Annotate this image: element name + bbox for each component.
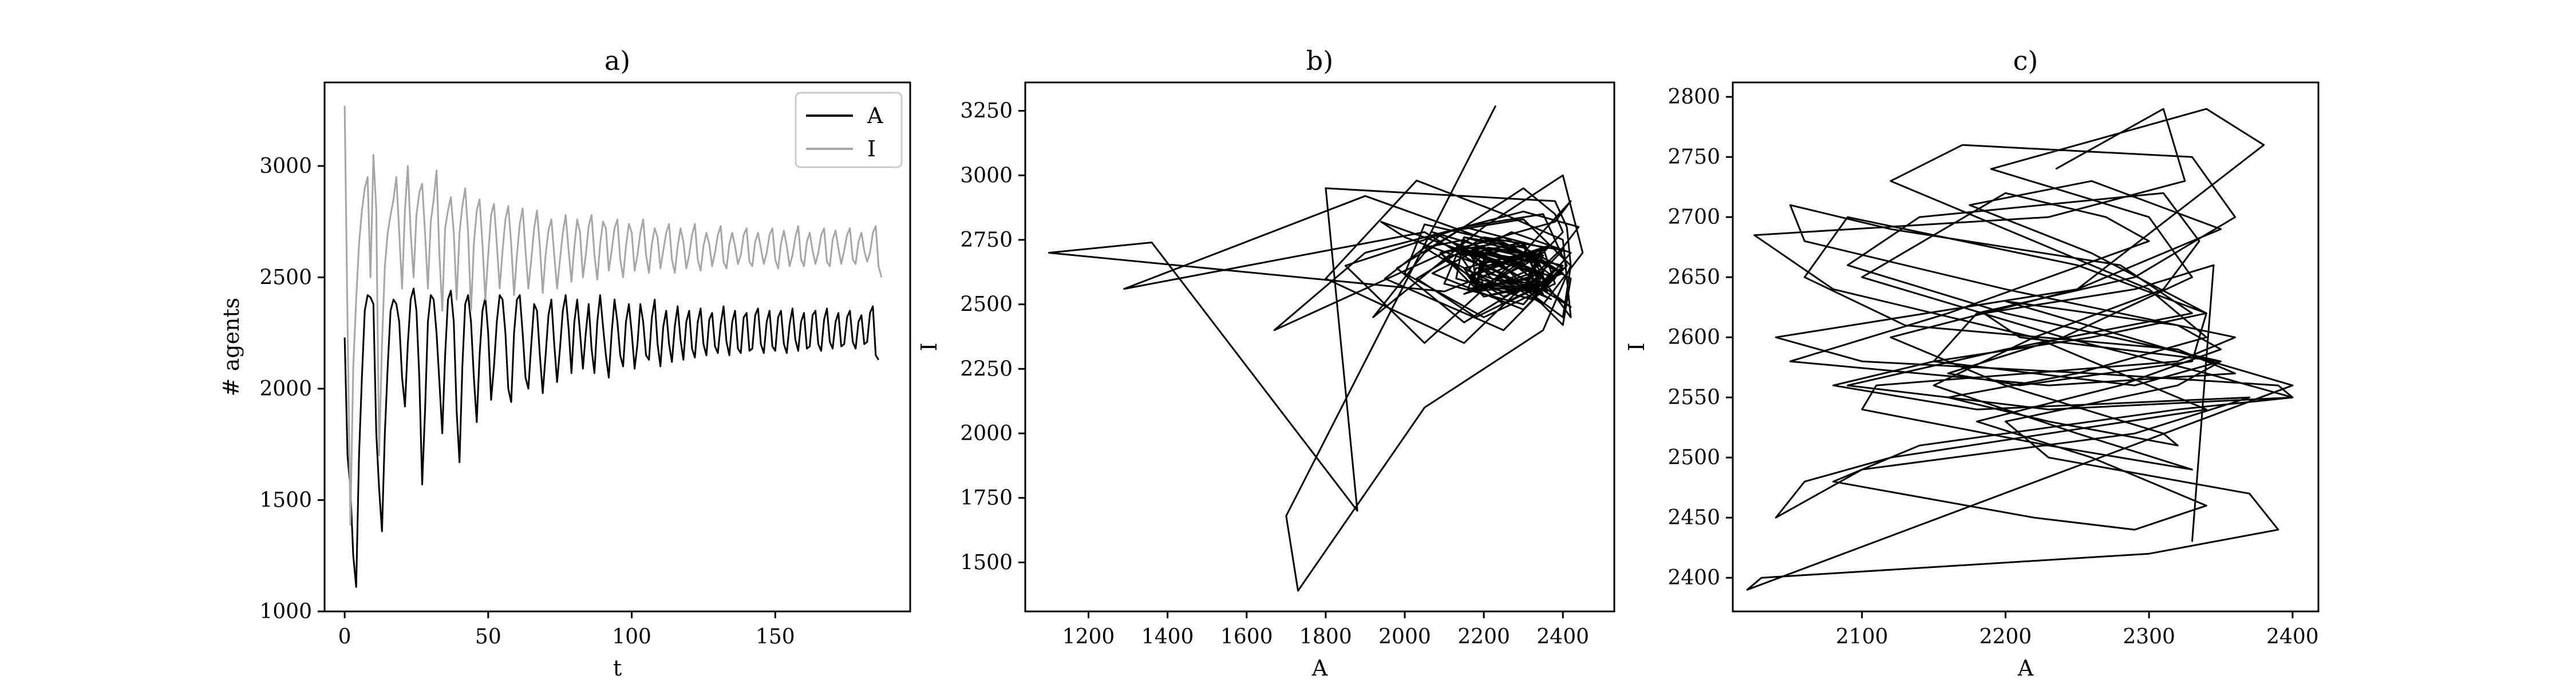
y-tick-label: 1750 xyxy=(960,487,1013,510)
x-tick-label: 2400 xyxy=(2266,625,2319,649)
legend-box xyxy=(795,92,903,168)
y-tick-label: 2250 xyxy=(960,357,1013,381)
y-tick-label: 2500 xyxy=(259,266,312,289)
x-tick-label: 2200 xyxy=(1980,625,2032,649)
series-line-a xyxy=(343,287,880,588)
y-tick-label: 2600 xyxy=(1668,326,1720,349)
y-tick-label: 2000 xyxy=(259,377,312,401)
legend-label-a: A xyxy=(867,103,883,128)
series-line-trajectory xyxy=(1048,105,1584,592)
y-tick-label: 2500 xyxy=(960,293,1013,317)
x-tick-label: 50 xyxy=(475,625,501,649)
axes-frame xyxy=(1732,81,2320,613)
x-axis-label: t xyxy=(613,656,622,681)
x-tick-label: 1200 xyxy=(1062,625,1115,649)
panel-1: 0 50 100 150 1000 1500 2000 2500 3000 a) t # agents… xyxy=(219,45,911,681)
legend-label-i: I xyxy=(867,136,876,161)
panel-title: b) xyxy=(1306,45,1333,76)
x-tick-label: 0 xyxy=(338,625,351,649)
panel-title: a) xyxy=(605,45,630,76)
panel-2: 1200 1400 1600 1800 2000 2200 2400 1500 1750 2000… xyxy=(916,45,1615,681)
x-tick-label: 2000 xyxy=(1378,625,1431,649)
series-line-i xyxy=(343,105,883,526)
x-axis-label: A xyxy=(2017,656,2034,681)
y-tick-label: 2000 xyxy=(960,422,1013,445)
x-tick-label: 2300 xyxy=(2123,625,2175,649)
y-tick-label: 1000 xyxy=(259,600,312,623)
y-axis-label: I xyxy=(1624,342,1649,351)
y-tick-label: 2450 xyxy=(1668,506,1720,530)
y-tick-label: 3000 xyxy=(259,155,312,178)
x-tick-label: 1800 xyxy=(1299,625,1352,649)
y-tick-label: 2400 xyxy=(1668,566,1720,590)
y-tick-label: 2550 xyxy=(1668,386,1720,409)
x-axis-label: A xyxy=(1311,656,1328,681)
y-axis-label: I xyxy=(916,342,942,351)
y-tick-label: 2500 xyxy=(1668,446,1720,469)
x-tick-label: 100 xyxy=(612,625,651,649)
y-tick-label: 3000 xyxy=(960,164,1013,187)
x-tick-label: 2100 xyxy=(1836,625,1888,649)
legend: AI xyxy=(795,92,903,168)
panel-3: 2100 2200 2300 2400 2400 2450 2500 2550 2600 2650… xyxy=(1624,45,2320,681)
axes-frame xyxy=(1024,81,1615,613)
x-tick-label: 150 xyxy=(756,625,795,649)
y-tick-label: 2700 xyxy=(1668,206,1720,229)
x-tick-label: 1400 xyxy=(1141,625,1194,649)
y-tick-label: 3250 xyxy=(960,100,1013,123)
series-line-trajectory xyxy=(1746,108,2294,591)
x-tick-label: 2200 xyxy=(1457,625,1510,649)
y-tick-label: 2800 xyxy=(1668,85,1720,109)
y-tick-label: 1500 xyxy=(259,488,312,512)
y-tick-label: 2750 xyxy=(960,228,1013,252)
panel-title: c) xyxy=(2013,45,2038,76)
x-tick-label: 2400 xyxy=(1536,625,1589,649)
y-tick-label: 2650 xyxy=(1668,266,1720,289)
y-axis-label: # agents xyxy=(219,298,244,397)
y-tick-label: 2750 xyxy=(1668,145,1720,169)
y-tick-label: 1500 xyxy=(960,551,1013,574)
axes-frame xyxy=(323,81,911,613)
x-tick-label: 1600 xyxy=(1220,625,1273,649)
